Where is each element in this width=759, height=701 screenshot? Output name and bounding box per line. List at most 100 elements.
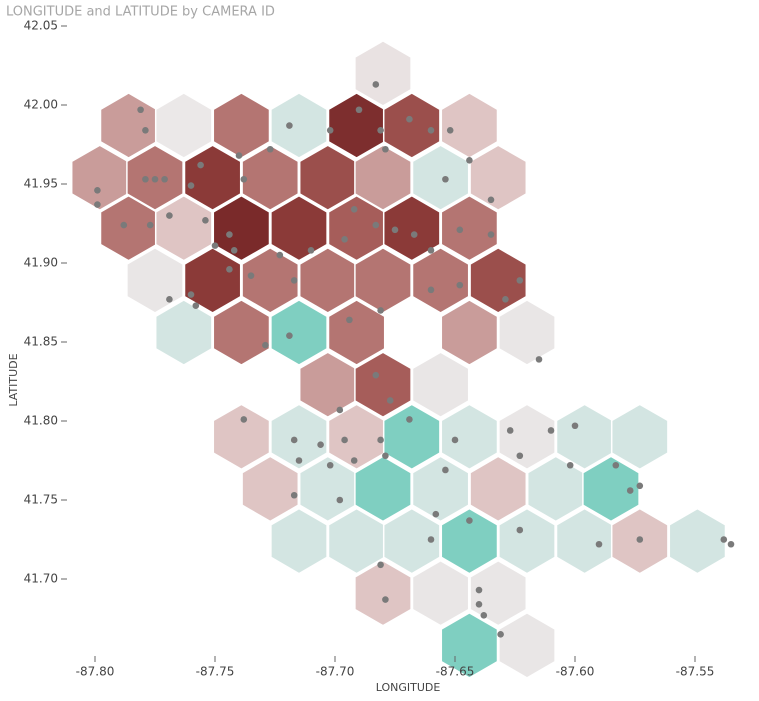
point [427,286,435,294]
hexbin [354,40,412,107]
hexbin [354,559,412,627]
point [295,457,303,464]
hexbin [411,247,470,314]
hexbin [212,403,271,471]
hexbin [440,299,499,366]
hexbin [154,194,213,262]
hexbin [469,559,528,627]
point [382,452,389,460]
point [290,491,298,499]
hexbin [298,247,357,314]
x-tick-label: -87.75 [196,665,235,679]
hexbin [183,144,242,212]
x-tick-label: -87.55 [676,665,715,679]
point [377,561,384,569]
point [286,332,293,339]
point [240,416,248,423]
point [151,175,159,183]
hexbin [382,92,441,159]
point [290,436,298,444]
point [377,436,384,444]
point [94,201,101,208]
hexbin [498,612,556,679]
point [502,296,509,303]
point [266,145,274,153]
hexbin [382,507,441,575]
y-tick-label: 41.90 [24,256,58,270]
point [137,106,144,114]
point [286,122,293,129]
point [146,221,154,229]
point [432,510,440,518]
point [427,126,435,134]
hexbin [212,299,271,366]
point [456,281,464,289]
point [226,231,233,238]
hexbin [354,247,412,314]
point [442,466,449,474]
point [451,436,459,444]
point [410,231,418,238]
point [427,536,435,543]
point [317,441,324,449]
x-tick-label: -87.80 [76,665,115,679]
hexbin [411,351,470,419]
point [547,427,555,434]
hexbin [498,299,556,366]
point [161,175,168,183]
x-tick-label: -87.65 [436,665,475,679]
point [276,251,284,259]
point [94,187,101,194]
point [247,272,255,279]
y-tick-label: 41.85 [24,335,58,349]
hexbin [498,403,556,471]
hexbin [382,403,441,471]
point [386,397,394,404]
point [187,291,195,298]
point [406,416,413,423]
hexbin [469,455,528,523]
hexbin [668,507,727,575]
point [516,526,524,534]
hexbin [411,455,470,523]
hexbin [212,194,271,262]
point [406,115,413,123]
hexbin [610,403,669,471]
hexbin [270,92,328,159]
point [350,457,358,464]
hexbin [354,455,412,523]
hexbin [440,507,499,575]
hexbin [270,299,328,366]
point [166,296,173,303]
x-axis-title: LONGITUDE [376,681,441,694]
point [442,175,449,183]
point [372,81,380,88]
hexbin [270,194,328,262]
y-tick-label: 41.95 [24,177,58,191]
hexbin [440,92,499,159]
point [350,205,358,213]
hexbin [382,194,441,262]
hexbin [270,403,328,471]
point [235,152,243,159]
hexbin [526,455,585,523]
point [377,126,384,134]
hexbin [440,194,499,262]
point [727,540,735,548]
point [290,277,298,284]
point [187,182,195,189]
point [355,106,363,114]
hexbin [241,247,300,314]
hexbin [298,351,357,419]
point [120,221,128,229]
hexbin [582,455,640,523]
hexbin [241,455,300,523]
point [571,422,579,430]
hexbin [411,559,470,627]
hexbin [154,92,213,159]
point [475,586,483,594]
point [372,371,380,379]
point [636,482,644,490]
point [372,221,380,229]
point [466,157,473,164]
